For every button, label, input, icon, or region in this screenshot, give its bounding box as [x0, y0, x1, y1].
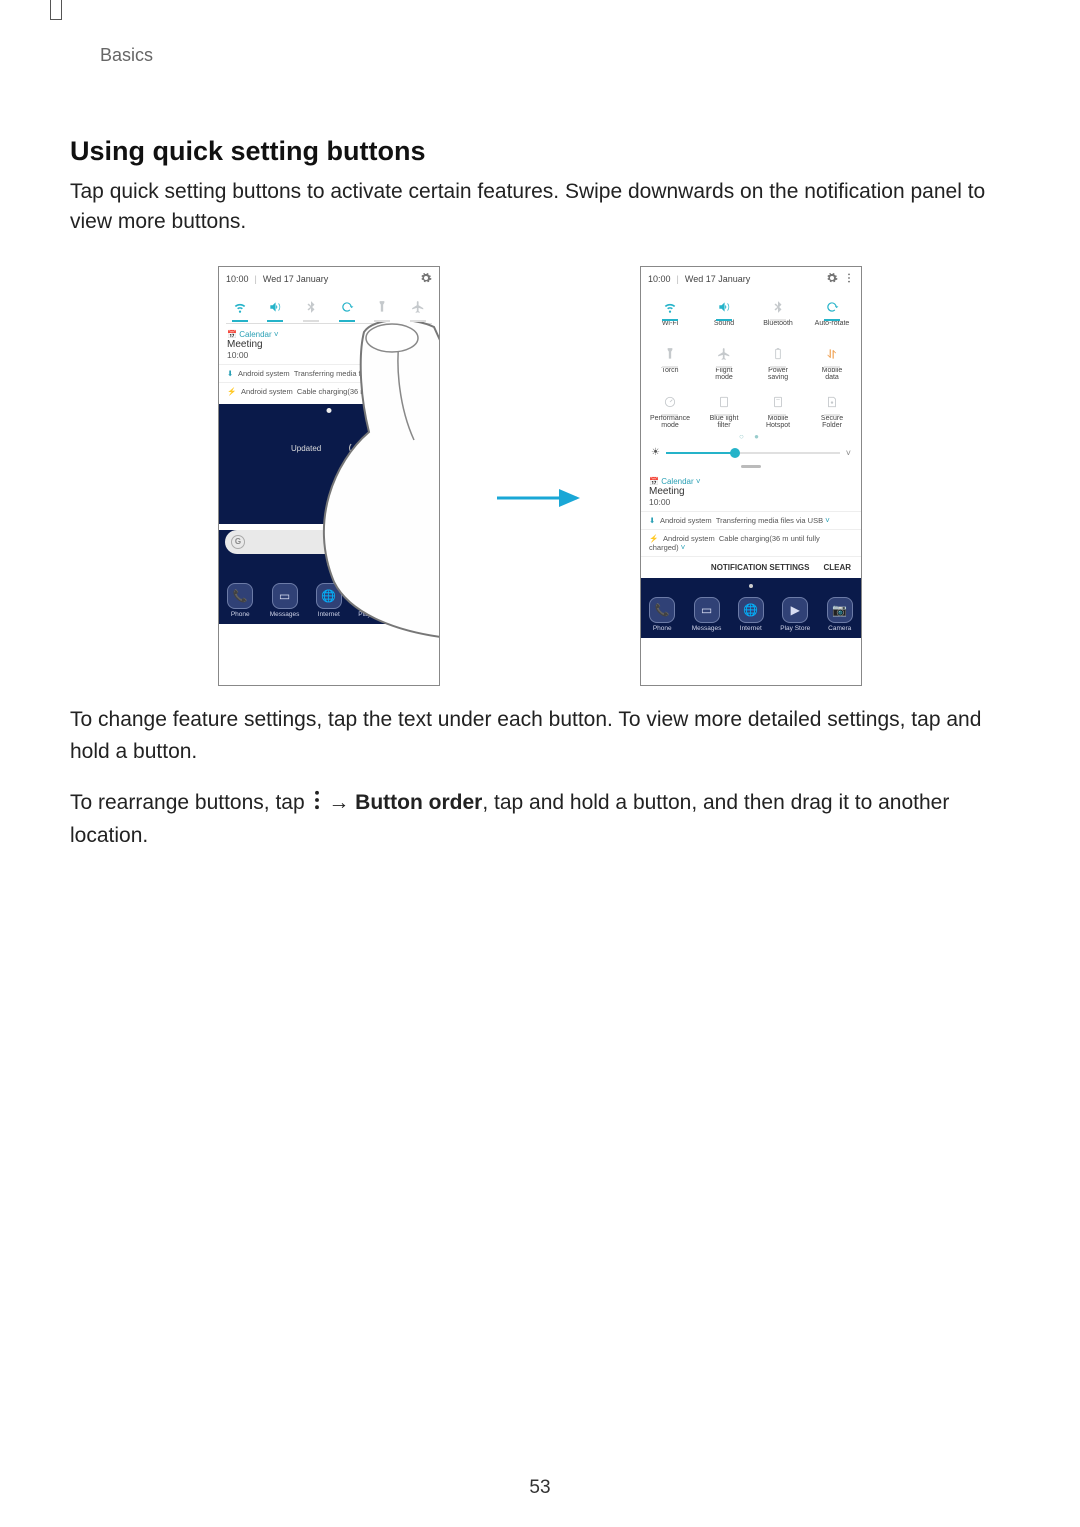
settings-icon[interactable] — [826, 272, 838, 286]
qs-sound[interactable] — [263, 295, 287, 319]
phone-collapsed: 10:00 | Wed 17 January 📅 Calendar ˅ Meet… — [218, 266, 440, 686]
app-messages[interactable]: ▭Messages — [270, 583, 300, 618]
swipe-arrow — [495, 486, 585, 510]
qs-flight[interactable]: Flight mode — [697, 340, 751, 385]
event-time: 10:00 — [219, 350, 439, 364]
qs-flight[interactable] — [406, 295, 430, 319]
para-change-settings: To change feature settings, tap the text… — [70, 704, 1010, 769]
notification-settings-button[interactable]: NOTIFICATION SETTINGS — [711, 563, 810, 572]
status-bar: 10:00 | Wed 17 January — [219, 267, 439, 291]
app-phone[interactable]: 📞Phone — [227, 583, 253, 618]
google-g-icon: G — [231, 535, 245, 549]
qs-grid: Wi-FiSoundBluetoothAuto-rotate TorchFligh… — [641, 291, 861, 432]
app-internet[interactable]: 🌐Internet — [738, 597, 764, 632]
qs-secure[interactable]: Secure Folder — [805, 388, 859, 433]
mic-icon[interactable]: 🎤 — [417, 537, 427, 547]
heading-quick-settings: Using quick setting buttons — [70, 136, 1010, 167]
event-title[interactable]: Meeting — [641, 486, 861, 497]
app-camera[interactable]: 📷Camera — [827, 597, 853, 632]
more-icon[interactable] — [844, 272, 854, 286]
event-title[interactable]: Meeting — [219, 339, 439, 350]
qs-row — [219, 291, 439, 321]
brightness-slider[interactable]: ☀ ˅ — [641, 441, 861, 462]
notif-charging[interactable]: ⚡ Android system Cable charging(36 m unt… — [641, 529, 861, 556]
app-play-store[interactable]: ▶Play Store — [358, 583, 388, 618]
qs-wifi[interactable]: Wi-Fi — [643, 293, 697, 337]
para-rearrange: To rearrange buttons, tap → Button order… — [70, 787, 1010, 852]
qs-wifi[interactable] — [228, 295, 252, 319]
notif-usb[interactable]: ⬇ Android system Transferring media file… — [219, 364, 439, 382]
qs-torch[interactable] — [370, 295, 394, 319]
qs-autorotate[interactable]: Auto-rotate — [805, 293, 859, 337]
status-time: 10:00 — [226, 274, 249, 284]
brightness-icon: ☀ — [651, 447, 660, 458]
clear-button[interactable]: CLEAR — [823, 563, 851, 572]
notif-charging[interactable]: ⚡ Android system Cable charging(36 m unt… — [219, 382, 439, 400]
phone-expanded: 10:00 | Wed 17 January Wi-FiSoundBluetoo… — [640, 266, 862, 686]
updated-label: Updated — [291, 444, 321, 453]
brightness-chevron-icon[interactable]: ˅ — [846, 448, 851, 458]
page-tab-guide — [50, 0, 62, 20]
app-camera[interactable]: 📷Camera — [405, 583, 431, 618]
qs-autorotate[interactable] — [335, 295, 359, 319]
settings-icon[interactable] — [420, 272, 432, 286]
qs-pager: ○ ● — [641, 432, 861, 441]
google-search-bar[interactable]: G Say "Ok Google" 🎤 — [225, 530, 433, 554]
say-ok-google: Say "Ok Google" — [245, 537, 413, 546]
app-phone[interactable]: 📞Phone — [649, 597, 675, 632]
status-date: Wed 17 January — [685, 274, 750, 284]
qs-bluetooth[interactable]: Bluetooth — [751, 293, 805, 337]
qs-bluetooth[interactable] — [299, 295, 323, 319]
app-messages[interactable]: ▭Messages — [692, 597, 722, 632]
figure-row: 10:00 | Wed 17 January 📅 Calendar ˅ Meet… — [70, 266, 1010, 686]
intro-paragraph: Tap quick setting buttons to activate ce… — [70, 177, 1010, 238]
qs-mobiledata[interactable]: Mobile data — [805, 340, 859, 385]
spinner-icon — [349, 442, 361, 454]
qs-performance[interactable]: Performance mode — [643, 388, 697, 433]
status-time: 10:00 — [648, 274, 671, 284]
app-play-store[interactable]: ▶Play Store — [780, 597, 810, 632]
event-time: 10:00 — [641, 497, 861, 511]
panel-handle[interactable] — [741, 465, 761, 468]
page-number: 53 — [0, 1477, 1080, 1499]
qs-sound[interactable]: Sound — [697, 293, 751, 337]
qs-bluelight[interactable]: Blue light filter — [697, 388, 751, 433]
qs-hotspot[interactable]: Mobile Hotspot — [751, 388, 805, 433]
more-vert-icon — [311, 788, 323, 806]
calendar-heading[interactable]: 📅 Calendar ˅ — [641, 473, 861, 486]
qs-torch[interactable]: Torch — [643, 340, 697, 385]
status-bar: 10:00 | Wed 17 January — [641, 267, 861, 291]
calendar-heading[interactable]: 📅 Calendar ˅ — [219, 326, 439, 339]
app-internet[interactable]: 🌐Internet — [316, 583, 342, 618]
notif-usb[interactable]: ⬇ Android system Transferring media file… — [641, 511, 861, 529]
status-date: Wed 17 January — [263, 274, 328, 284]
section-label: Basics — [100, 45, 1010, 66]
qs-powersave[interactable]: Power saving — [751, 340, 805, 385]
